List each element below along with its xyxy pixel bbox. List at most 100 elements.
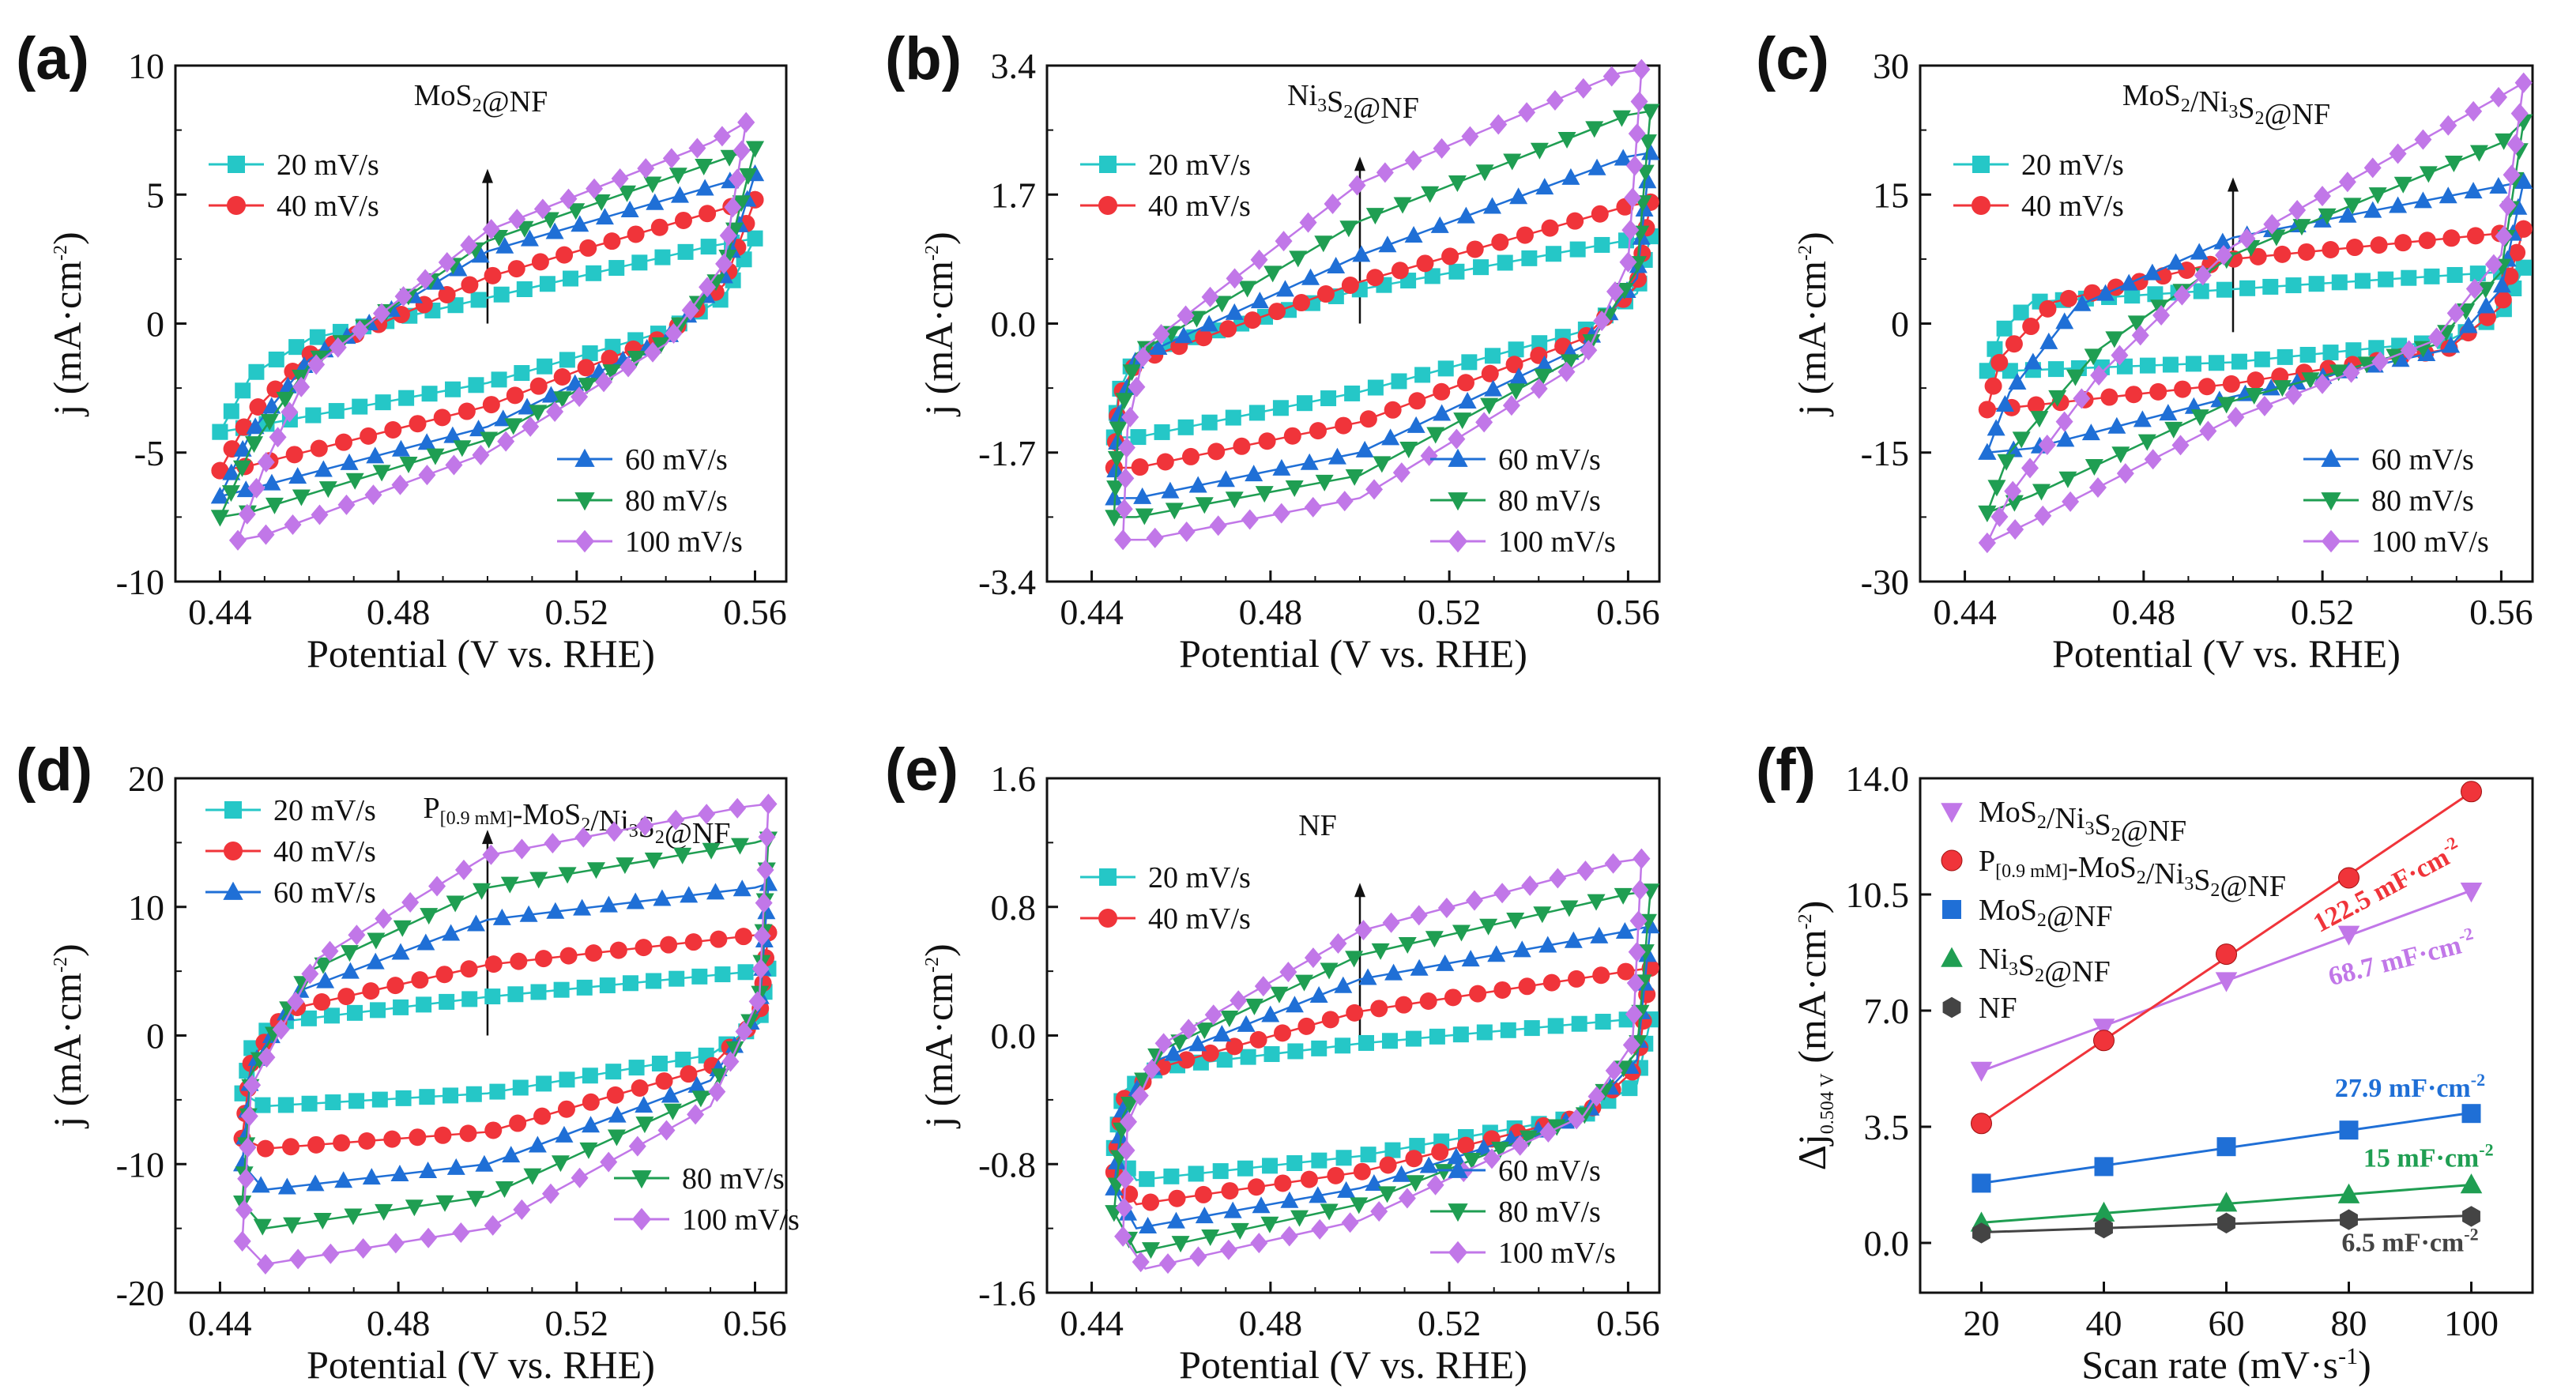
diamond-marker — [708, 1081, 726, 1102]
triangle-up-marker — [1245, 465, 1264, 482]
square-marker — [1996, 320, 2013, 337]
triangle-up-marker — [1280, 1191, 1299, 1208]
square-marker — [419, 1089, 435, 1105]
text-run: Ni — [1979, 943, 2009, 976]
triangle-up-marker — [1166, 1211, 1185, 1229]
diamond-marker — [307, 354, 326, 375]
square-marker — [530, 984, 547, 1000]
triangle-down-marker — [2084, 348, 2103, 366]
triangle-down-marker — [318, 481, 337, 499]
circle-marker — [1195, 329, 1213, 347]
diamond-marker — [729, 797, 747, 819]
circle-marker — [1142, 1193, 1160, 1211]
diamond-marker — [1549, 868, 1567, 889]
triangle-down-marker — [567, 203, 586, 220]
triangle-up-marker — [646, 193, 665, 210]
panel-label: (a) — [16, 25, 89, 92]
square-marker — [1344, 385, 1361, 401]
triangle-down-marker — [466, 1191, 485, 1208]
triangle-up-marker — [706, 883, 725, 900]
triangle-up-marker — [520, 229, 539, 247]
x-tick-label: 60 — [2209, 1303, 2245, 1343]
diamond-marker — [322, 1243, 340, 1264]
triangle-up-marker — [2492, 276, 2511, 293]
triangle-up-marker — [334, 1171, 353, 1188]
triangle-up-marker — [1561, 168, 1580, 185]
diamond-marker — [2499, 195, 2517, 217]
circle-marker — [2370, 236, 2388, 254]
diamond-marker — [454, 859, 473, 880]
square-marker — [371, 1091, 388, 1108]
diamond-marker — [1398, 1188, 1416, 1209]
square-marker — [1523, 1020, 1540, 1037]
square-marker — [507, 986, 524, 1003]
circle-marker — [1335, 416, 1353, 435]
triangle-up-marker — [288, 467, 307, 484]
circle-marker — [1207, 442, 1226, 461]
panel-d: (d) 0.44 0.48 0.52 0.56 20 10 0 -10 -20 Potential … — [16, 736, 800, 1387]
triangle-down-marker — [1406, 1175, 1425, 1192]
triangle-up-marker — [210, 487, 229, 504]
circle-marker — [360, 427, 378, 445]
square-marker — [224, 801, 242, 819]
diamond-marker — [1117, 1139, 1135, 1161]
diamond-marker — [1354, 920, 1373, 941]
square-marker — [714, 966, 731, 983]
text-run: P — [1979, 845, 1995, 878]
diamond-marker — [287, 991, 305, 1012]
legend-label: 20 mV/s — [1148, 149, 1251, 182]
text-run: NF — [1298, 809, 1337, 842]
circle-marker — [2249, 247, 2267, 265]
diamond-marker — [2284, 384, 2303, 405]
diamond-marker — [1128, 376, 1146, 397]
diamond-marker — [284, 514, 302, 536]
subscript: 3 — [1317, 96, 1327, 116]
diamond-marker — [1115, 1197, 1133, 1218]
diamond-marker — [1250, 249, 1268, 270]
triangle-up-marker — [2092, 1201, 2115, 1222]
square-marker — [691, 968, 708, 985]
triangle-down-marker — [367, 932, 386, 950]
triangle-down-marker — [2476, 281, 2495, 299]
circle-marker — [534, 950, 552, 968]
x-tick-label: 0.48 — [2112, 592, 2176, 632]
square-marker — [2239, 280, 2256, 296]
panel-label: (e) — [885, 736, 958, 804]
square-marker — [2185, 356, 2201, 372]
diamond-marker — [1625, 155, 1644, 176]
triangle-up-marker — [2338, 205, 2357, 223]
square-marker — [1264, 1046, 1280, 1063]
diamond-marker — [2503, 164, 2521, 186]
hexagon-marker — [2095, 1217, 2113, 1239]
triangle-down-marker — [1506, 912, 1525, 929]
text-run: MoS — [414, 79, 473, 112]
circle-marker — [710, 930, 728, 948]
diamond-marker — [595, 371, 613, 393]
diamond-marker — [235, 1199, 253, 1221]
square-marker — [1240, 1049, 1256, 1065]
square-marker — [1987, 341, 2003, 357]
triangle-down-marker — [2301, 372, 2320, 390]
diamond-marker — [1461, 126, 1479, 147]
circle-marker — [506, 386, 524, 405]
triangle-up-marker — [1535, 355, 1554, 372]
circle-marker — [2461, 781, 2482, 803]
triangle-up-marker — [2039, 332, 2058, 349]
x-tick-label: 0.56 — [723, 1303, 787, 1343]
triangle-down-marker — [2368, 187, 2387, 205]
triangle-down-marker — [1365, 208, 1384, 225]
triangle-up-marker — [1419, 1156, 1438, 1173]
diamond-marker — [748, 991, 766, 1012]
legend-label: MoS2@NF — [1979, 894, 2113, 933]
triangle-up-marker — [528, 1135, 547, 1153]
triangle-up-marker — [2133, 410, 2152, 427]
triangle-down-marker — [1213, 296, 1232, 313]
triangle-down-marker — [1109, 421, 1128, 439]
circle-marker — [2514, 220, 2533, 238]
triangle-down-marker — [1491, 1141, 1510, 1158]
diamond-marker — [1518, 102, 1536, 123]
triangle-up-marker — [2107, 416, 2126, 434]
square-marker — [677, 243, 694, 260]
diamond-marker — [2514, 72, 2533, 93]
square-marker — [2124, 288, 2141, 304]
